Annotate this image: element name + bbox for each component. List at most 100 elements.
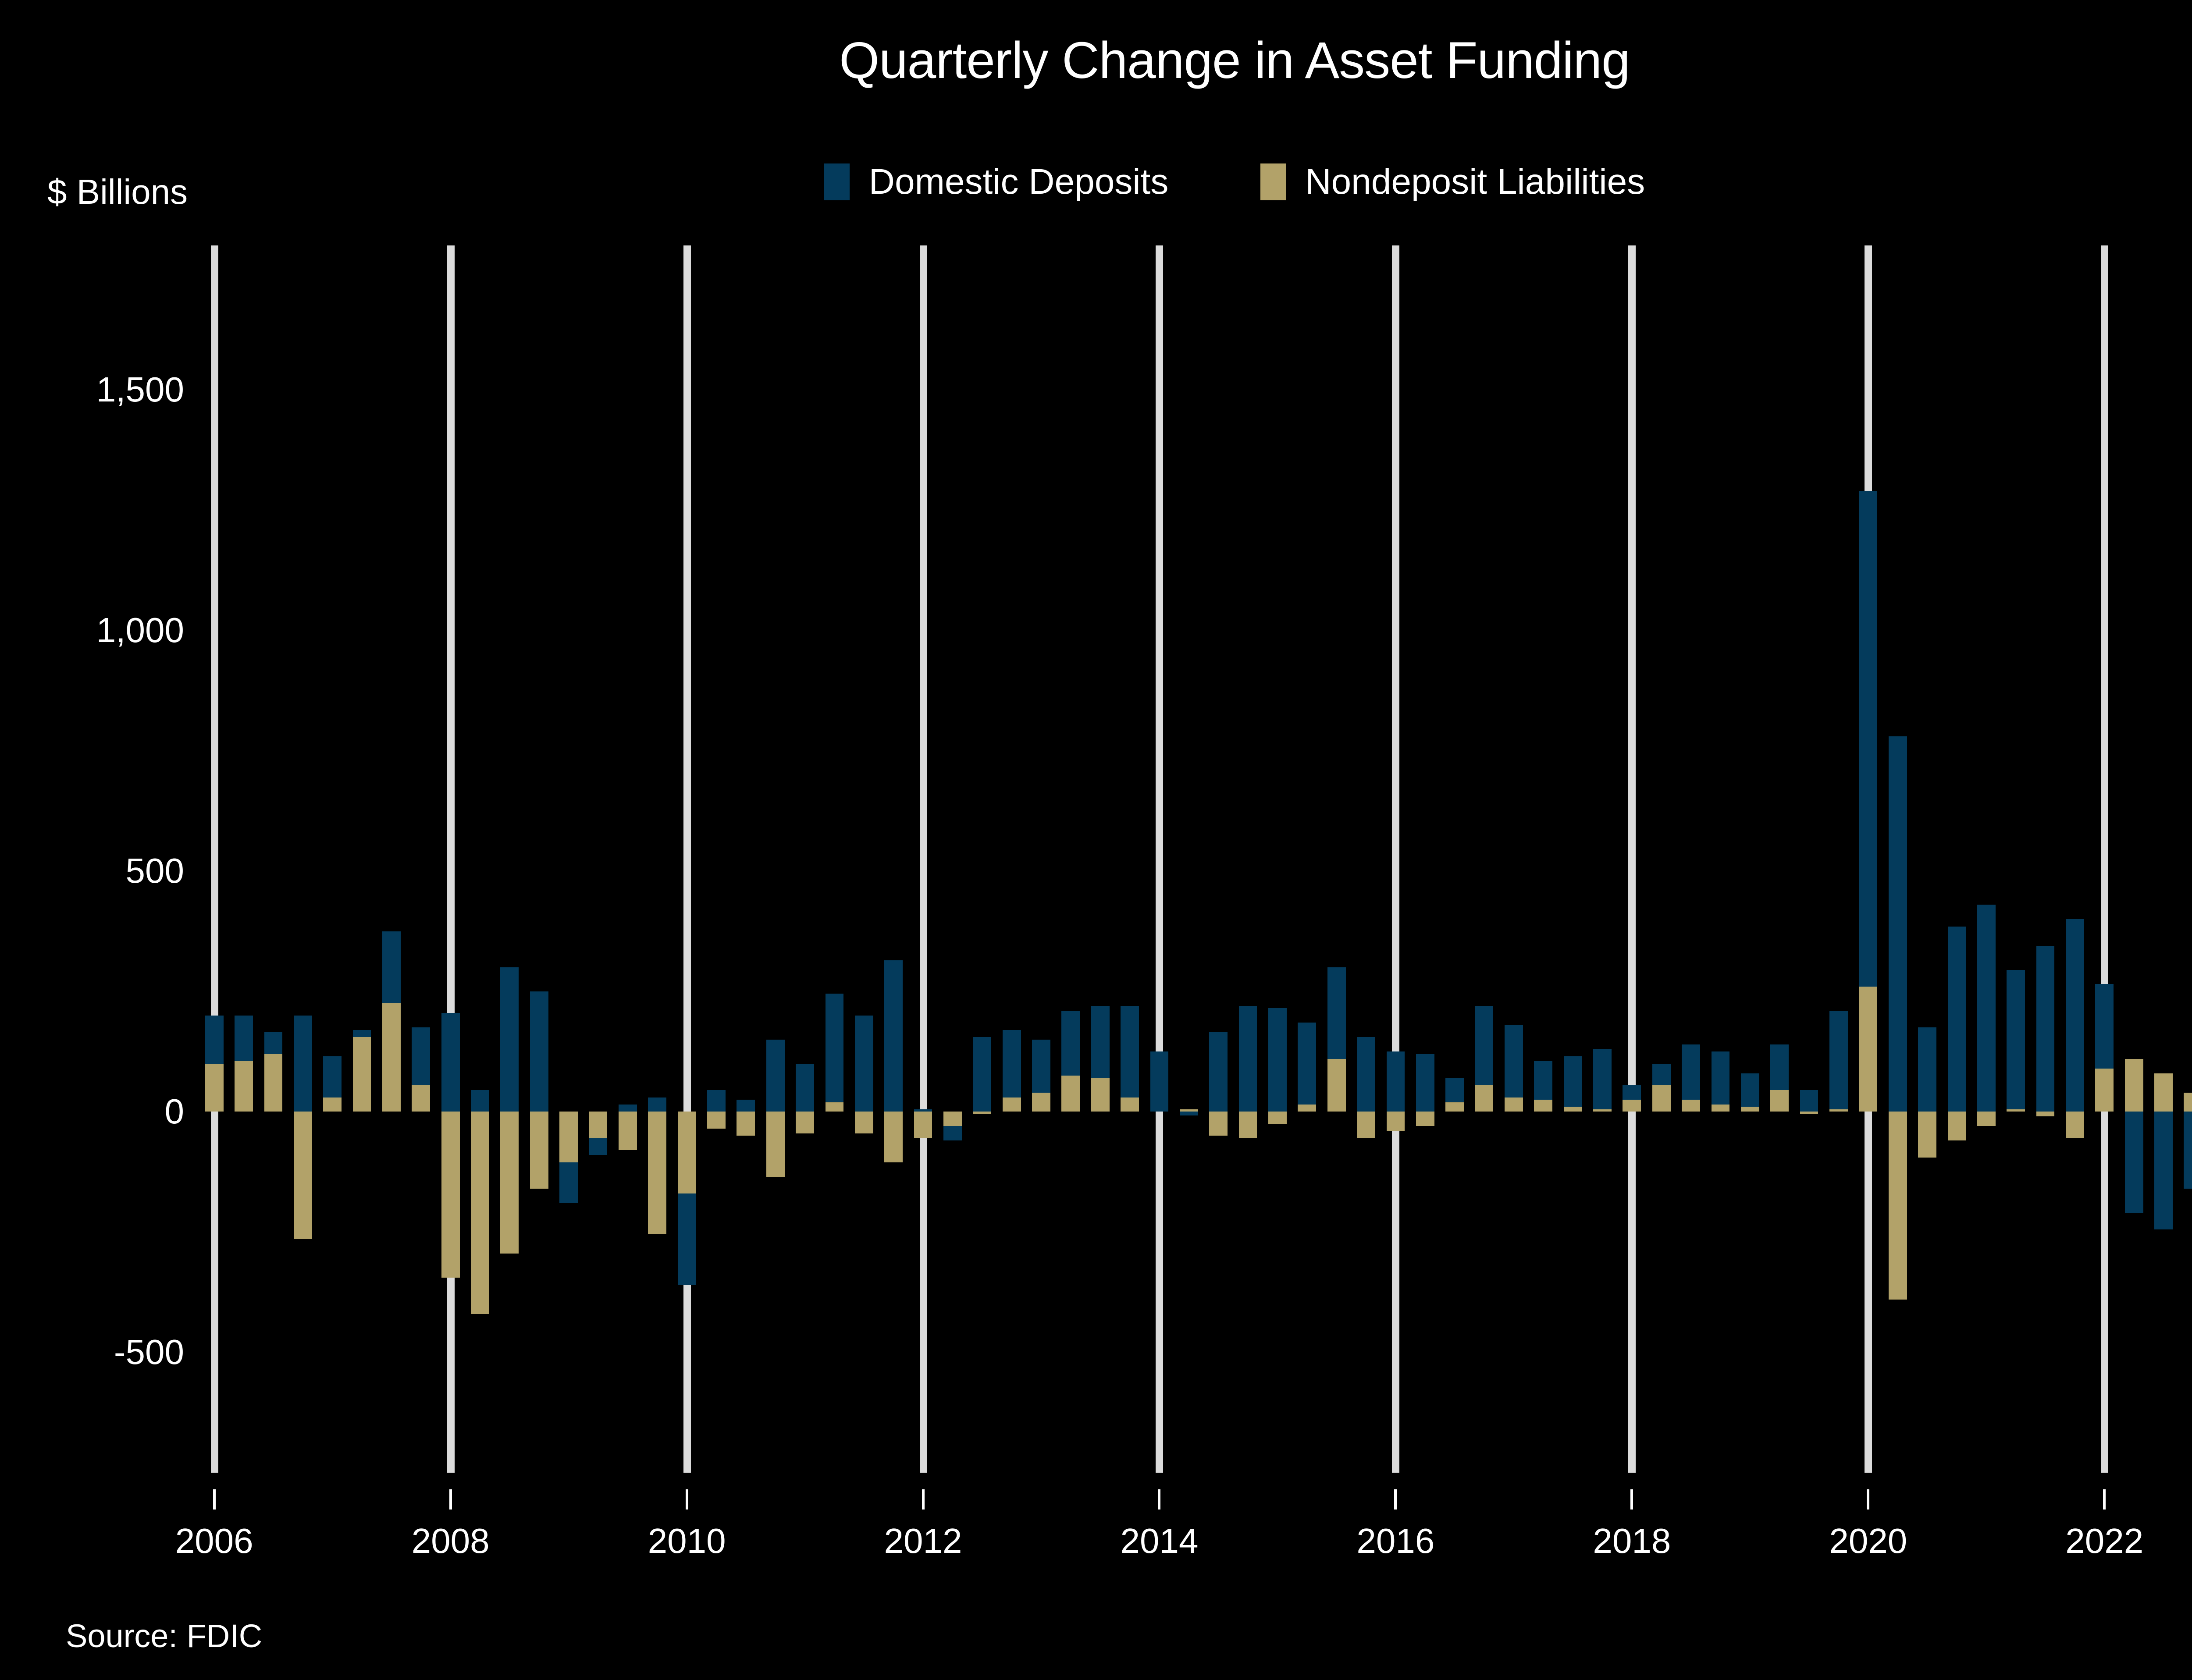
bar-group[interactable] bbox=[884, 245, 903, 1473]
bar-group[interactable] bbox=[559, 245, 578, 1473]
bar-group[interactable] bbox=[1386, 245, 1405, 1473]
bar-group[interactable] bbox=[2095, 245, 2114, 1473]
bar-group[interactable] bbox=[737, 245, 755, 1473]
bar-group[interactable] bbox=[1268, 245, 1287, 1473]
bar-group[interactable] bbox=[589, 245, 608, 1473]
bar-group[interactable] bbox=[323, 245, 342, 1473]
bar-group[interactable] bbox=[796, 245, 814, 1473]
y-axis-tick-label: 0 bbox=[164, 1092, 185, 1131]
y-axis-tick-label: 1,500 bbox=[96, 370, 184, 409]
bar-group[interactable] bbox=[2007, 245, 2025, 1473]
bar-group[interactable] bbox=[914, 245, 932, 1473]
x-axis-tick-mark bbox=[1394, 1489, 1397, 1510]
bar-group[interactable] bbox=[1918, 245, 1936, 1473]
bar-group[interactable] bbox=[382, 245, 401, 1473]
bar-group[interactable] bbox=[1770, 245, 1789, 1473]
bar-segment-nondeposit-liabilities bbox=[1475, 1085, 1494, 1112]
bar-group[interactable] bbox=[1150, 245, 1169, 1473]
x-axis-tick-label: 2020 bbox=[1829, 1521, 1907, 1560]
bar-group[interactable] bbox=[293, 245, 312, 1473]
bar-group[interactable] bbox=[1829, 245, 1848, 1473]
bar-group[interactable] bbox=[1740, 245, 1759, 1473]
legend-item-nondeposit-liabilities[interactable]: Nondeposit Liabilities bbox=[1260, 161, 1645, 202]
bar-group[interactable] bbox=[1091, 245, 1110, 1473]
bar-segment-nondeposit-liabilities bbox=[1682, 1100, 1700, 1112]
bar-group[interactable] bbox=[1327, 245, 1346, 1473]
bar-group[interactable] bbox=[707, 245, 726, 1473]
bar-group[interactable] bbox=[2036, 245, 2055, 1473]
bar-segment-domestic-deposits bbox=[1859, 491, 1878, 987]
bar-group[interactable] bbox=[1652, 245, 1671, 1473]
x-axis-tick-label: 2012 bbox=[884, 1521, 962, 1560]
bar-group[interactable] bbox=[1859, 245, 1878, 1473]
bar-group[interactable] bbox=[1416, 245, 1434, 1473]
bar-segment-domestic-deposits bbox=[1475, 1005, 1494, 1086]
x-axis-tick-label: 2018 bbox=[1593, 1521, 1671, 1560]
bar-group[interactable] bbox=[1209, 245, 1228, 1473]
bar-group[interactable] bbox=[1061, 245, 1080, 1473]
bar-group[interactable] bbox=[412, 245, 431, 1473]
bar-group[interactable] bbox=[205, 245, 224, 1473]
bar-segment-domestic-deposits bbox=[618, 1105, 637, 1112]
bar-group[interactable] bbox=[1593, 245, 1612, 1473]
bar-group[interactable] bbox=[1121, 245, 1139, 1473]
bar-group[interactable] bbox=[352, 245, 371, 1473]
bar-segment-nondeposit-liabilities bbox=[264, 1054, 283, 1112]
bar-segment-domestic-deposits bbox=[1534, 1061, 1553, 1100]
x-axis-tick-mark bbox=[1158, 1489, 1161, 1510]
bar-group[interactable] bbox=[1711, 245, 1730, 1473]
legend-item-domestic-deposits[interactable]: Domestic Deposits bbox=[824, 161, 1168, 202]
x-axis-tick-mark bbox=[685, 1489, 688, 1510]
bar-group[interactable] bbox=[1977, 245, 1996, 1473]
bar-group[interactable] bbox=[235, 245, 253, 1473]
bar-group[interactable] bbox=[1002, 245, 1021, 1473]
bar-group[interactable] bbox=[2124, 245, 2143, 1473]
bar-segment-nondeposit-liabilities bbox=[737, 1112, 755, 1136]
bar-group[interactable] bbox=[1800, 245, 1818, 1473]
bar-segment-domestic-deposits bbox=[1121, 1005, 1139, 1098]
bar-group[interactable] bbox=[1534, 245, 1553, 1473]
legend-swatch-domestic-deposits bbox=[824, 163, 850, 200]
bar-group[interactable] bbox=[1682, 245, 1700, 1473]
bar-segment-domestic-deposits bbox=[1002, 1030, 1021, 1098]
bar-group[interactable] bbox=[1475, 245, 1494, 1473]
bar-group[interactable] bbox=[500, 245, 519, 1473]
bar-group[interactable] bbox=[1505, 245, 1523, 1473]
bar-group[interactable] bbox=[1357, 245, 1375, 1473]
bar-segment-nondeposit-liabilities bbox=[1505, 1097, 1523, 1112]
bar-group[interactable] bbox=[264, 245, 283, 1473]
bar-group[interactable] bbox=[530, 245, 548, 1473]
bar-group[interactable] bbox=[648, 245, 667, 1473]
bar-segment-nondeposit-liabilities bbox=[1652, 1085, 1671, 1112]
x-axis-tick-mark bbox=[1630, 1489, 1633, 1510]
bar-group[interactable] bbox=[2184, 245, 2192, 1473]
bar-group[interactable] bbox=[825, 245, 844, 1473]
bar-group[interactable] bbox=[2154, 245, 2173, 1473]
bar-segment-domestic-deposits bbox=[500, 967, 519, 1112]
bar-group[interactable] bbox=[1888, 245, 1907, 1473]
bar-segment-domestic-deposits bbox=[1061, 1010, 1080, 1076]
bar-group[interactable] bbox=[471, 245, 489, 1473]
bar-group[interactable] bbox=[2066, 245, 2084, 1473]
bar-group[interactable] bbox=[943, 245, 962, 1473]
bar-segment-domestic-deposits bbox=[2184, 1112, 2192, 1189]
bar-group[interactable] bbox=[1563, 245, 1582, 1473]
bar-group[interactable] bbox=[677, 245, 696, 1473]
bar-group[interactable] bbox=[1445, 245, 1464, 1473]
bar-group[interactable] bbox=[766, 245, 785, 1473]
bar-group[interactable] bbox=[1032, 245, 1050, 1473]
bar-group[interactable] bbox=[1238, 245, 1257, 1473]
legend-swatch-nondeposit-liabilities bbox=[1260, 163, 1286, 200]
bar-group[interactable] bbox=[973, 245, 992, 1473]
bar-segment-domestic-deposits bbox=[2095, 984, 2114, 1069]
bar-group[interactable] bbox=[1947, 245, 1966, 1473]
bar-group[interactable] bbox=[1179, 245, 1198, 1473]
bar-group[interactable] bbox=[618, 245, 637, 1473]
bar-segment-nondeposit-liabilities bbox=[1947, 1112, 1966, 1141]
bar-group[interactable] bbox=[441, 245, 460, 1473]
x-axis-ticks: 2006200820102012201420162018202020222024 bbox=[175, 1489, 2192, 1573]
bar-group[interactable] bbox=[1298, 245, 1317, 1473]
bar-segment-domestic-deposits bbox=[1416, 1054, 1434, 1112]
bar-group[interactable] bbox=[1623, 245, 1641, 1473]
bar-group[interactable] bbox=[854, 245, 873, 1473]
